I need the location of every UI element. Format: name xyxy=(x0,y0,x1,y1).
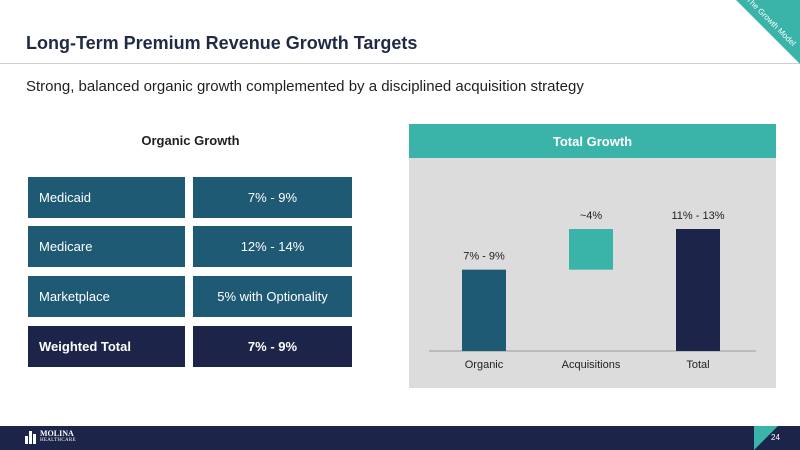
row-value-medicare: 12% - 14% xyxy=(193,226,352,267)
bar-organic xyxy=(462,269,506,351)
chart-title: Total Growth xyxy=(409,124,776,158)
bar-acquisitions xyxy=(569,229,613,270)
logo-mark-icon xyxy=(25,430,37,444)
data-label-organic: 7% - 9% xyxy=(463,251,505,263)
data-label-acquisitions: ~4% xyxy=(580,210,603,222)
organic-growth-heading: Organic Growth xyxy=(141,133,240,148)
bar-total xyxy=(676,229,720,351)
tick-label-organic: Organic xyxy=(465,359,504,371)
tick-label-acquisitions: Acquisitions xyxy=(562,359,621,371)
data-label-total: 11% - 13% xyxy=(672,210,725,222)
row-label-medicaid: Medicaid xyxy=(28,177,185,218)
logo-name: MOLINA xyxy=(40,429,74,438)
tick-label-total: Total xyxy=(686,359,709,371)
row-value-marketplace: 5% with Optionality xyxy=(193,276,352,317)
total-growth-chart: 7% - 9% Organic ~4% Acquisitions 11% - 13% To… xyxy=(429,210,756,371)
slide-subtitle: Strong, balanced organic growth compleme… xyxy=(26,78,584,95)
title-divider xyxy=(0,63,800,64)
footer-accent xyxy=(754,426,778,450)
corner-tab xyxy=(736,0,800,64)
footer-bar xyxy=(0,426,800,450)
row-value-medicaid: 7% - 9% xyxy=(193,177,352,218)
row-label-marketplace: Marketplace xyxy=(28,276,185,317)
row-label-weighted-total: Weighted Total xyxy=(28,326,185,367)
page-number: 24 xyxy=(771,433,780,442)
row-value-weighted-total: 7% - 9% xyxy=(193,326,352,367)
logo-sub: HEALTHCARE xyxy=(40,438,76,443)
chart-panel: 7% - 9% Organic ~4% Acquisitions 11% - 13% To… xyxy=(409,158,776,388)
company-logo: MOLINA HEALTHCARE xyxy=(25,430,76,444)
slide-title: Long-Term Premium Revenue Growth Targets xyxy=(26,33,418,53)
row-label-medicare: Medicare xyxy=(28,226,185,267)
